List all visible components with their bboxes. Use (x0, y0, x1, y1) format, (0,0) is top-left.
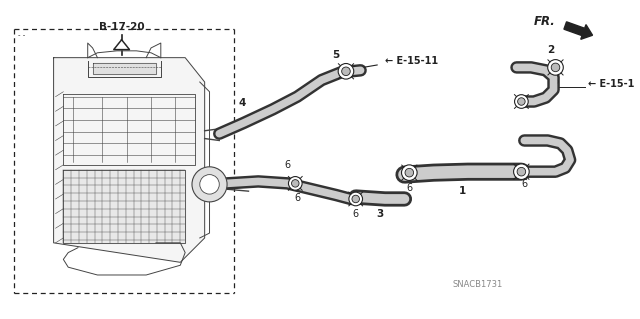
Circle shape (517, 167, 525, 176)
Circle shape (405, 168, 413, 177)
Text: 6: 6 (406, 183, 412, 193)
Circle shape (515, 95, 528, 108)
Circle shape (551, 63, 560, 72)
Circle shape (548, 60, 563, 75)
Text: B-17-20: B-17-20 (99, 22, 145, 32)
Text: FR.: FR. (534, 15, 556, 28)
Text: 6: 6 (294, 193, 300, 203)
Circle shape (518, 98, 525, 105)
Text: SNACB1731: SNACB1731 (452, 280, 502, 289)
Polygon shape (54, 58, 205, 262)
Circle shape (401, 165, 417, 181)
FancyArrow shape (564, 22, 593, 39)
Circle shape (192, 167, 227, 202)
Circle shape (292, 180, 299, 187)
Circle shape (513, 164, 529, 180)
Text: ← E-15-1: ← E-15-1 (588, 79, 634, 89)
Circle shape (349, 192, 362, 206)
Text: 6: 6 (284, 160, 291, 170)
Circle shape (342, 67, 350, 76)
Polygon shape (114, 40, 129, 49)
Text: 3: 3 (376, 209, 384, 219)
Polygon shape (93, 63, 156, 74)
Circle shape (289, 176, 302, 190)
Text: - -: - - (18, 32, 25, 38)
Text: 5: 5 (333, 50, 340, 60)
Circle shape (200, 174, 220, 194)
Text: ← E-15-11: ← E-15-11 (385, 56, 438, 66)
Text: 4: 4 (238, 98, 245, 108)
Text: 1: 1 (460, 186, 467, 196)
Polygon shape (63, 170, 185, 243)
Text: 6: 6 (353, 209, 359, 219)
Text: 6: 6 (521, 179, 527, 189)
Circle shape (352, 195, 360, 203)
Text: 6: 6 (552, 76, 559, 86)
Circle shape (338, 63, 354, 79)
Text: 2: 2 (547, 45, 554, 55)
